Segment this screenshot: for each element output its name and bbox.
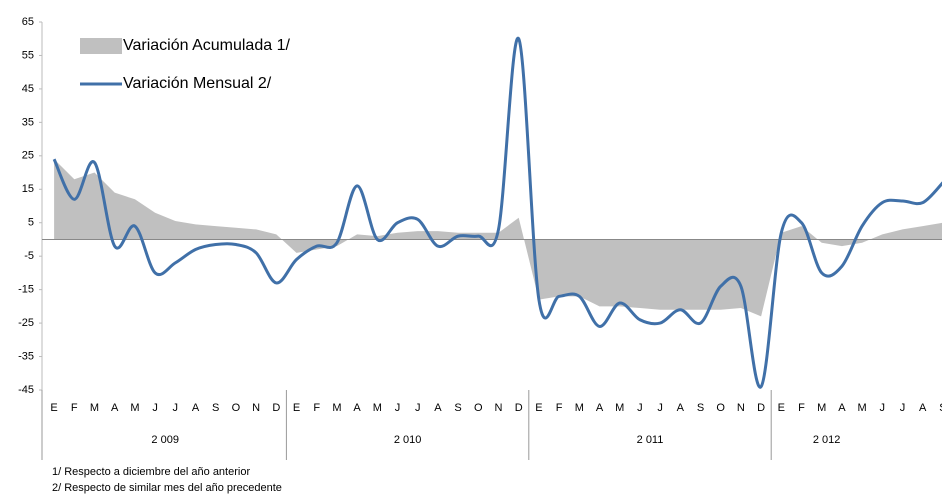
x-tick-label: N [252, 402, 260, 414]
x-tick-label: F [798, 402, 805, 414]
y-tick-label: -25 [18, 317, 34, 329]
x-tick-label: J [637, 402, 643, 414]
y-tick-label: -15 [18, 284, 34, 296]
y-tick-label: 35 [22, 116, 34, 128]
x-tick-label: M [858, 402, 867, 414]
group-label: 2 010 [394, 434, 422, 446]
x-tick-label: M [373, 402, 382, 414]
footnote: 2/ Respecto de similar mes del año prece… [52, 482, 282, 494]
y-tick-label: 5 [28, 217, 34, 229]
legend-label: Variación Mensual 2/ [123, 75, 272, 92]
y-tick-label: 15 [22, 183, 34, 195]
x-tick-label: O [474, 402, 483, 414]
x-tick-label: O [232, 402, 241, 414]
x-tick-label: J [657, 402, 663, 414]
group-label: 2 012 [813, 434, 841, 446]
legend-label: Variación Acumulada 1/ [123, 37, 290, 54]
x-tick-label: F [71, 402, 78, 414]
x-tick-label: F [556, 402, 563, 414]
x-tick-label: J [173, 402, 179, 414]
x-tick-label: J [395, 402, 401, 414]
x-tick-label: A [434, 402, 442, 414]
y-tick-label: 55 [22, 49, 34, 61]
y-tick-label: -35 [18, 350, 34, 362]
x-tick-label: M [332, 402, 341, 414]
x-tick-label: S [212, 402, 219, 414]
x-tick-label: F [313, 402, 320, 414]
y-tick-label: 65 [22, 16, 34, 28]
x-tick-label: J [152, 402, 158, 414]
y-tick-label: -45 [18, 384, 34, 396]
legend-swatch [80, 38, 122, 54]
y-tick-label: 45 [22, 83, 34, 95]
x-tick-label: A [111, 402, 119, 414]
line [52, 37, 942, 389]
x-tick-label: A [677, 402, 685, 414]
x-tick-label: N [495, 402, 503, 414]
x-tick-label: D [515, 402, 523, 414]
x-tick-label: J [900, 402, 906, 414]
footnote: 1/ Respecto a diciembre del año anterior [52, 466, 250, 478]
x-tick-label: A [596, 402, 604, 414]
x-tick-label: M [575, 402, 584, 414]
x-tick-label: S [697, 402, 704, 414]
x-tick-label: S [939, 402, 942, 414]
x-tick-label: J [880, 402, 886, 414]
x-tick-label: M [817, 402, 826, 414]
x-tick-label: O [716, 402, 725, 414]
group-label: 2 009 [151, 434, 179, 446]
x-tick-label: N [737, 402, 745, 414]
x-tick-label: S [454, 402, 461, 414]
x-tick-label: D [272, 402, 280, 414]
group-label: 2 011 [637, 434, 664, 446]
x-tick-label: E [535, 402, 542, 414]
x-tick-label: J [415, 402, 421, 414]
y-tick-label: -5 [24, 250, 34, 262]
x-tick-label: E [293, 402, 300, 414]
x-tick-label: M [90, 402, 99, 414]
x-tick-label: M [615, 402, 624, 414]
y-tick-label: 25 [22, 150, 34, 162]
area [54, 159, 942, 317]
x-tick-label: M [130, 402, 139, 414]
x-tick-label: E [778, 402, 785, 414]
x-tick-label: A [353, 402, 361, 414]
x-tick-label: A [919, 402, 927, 414]
x-tick-label: D [757, 402, 765, 414]
x-tick-label: A [838, 402, 846, 414]
x-tick-label: A [192, 402, 200, 414]
x-tick-label: E [50, 402, 57, 414]
